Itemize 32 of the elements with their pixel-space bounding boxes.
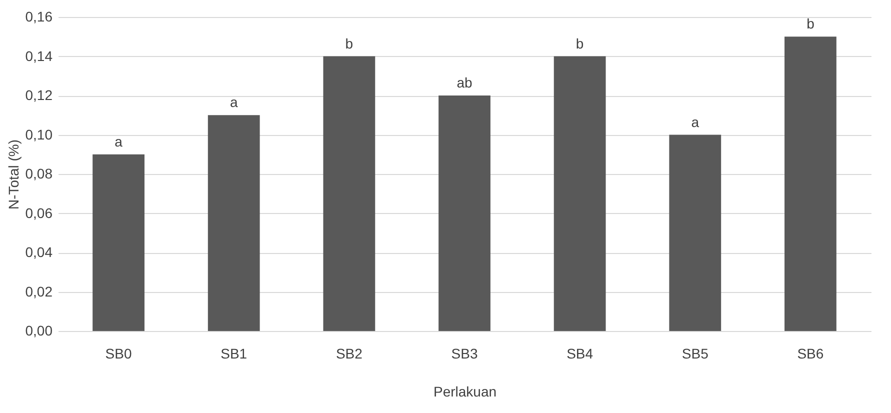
x-axis-title: Perlakuan xyxy=(433,384,497,400)
y-tick-label: 0,12 xyxy=(25,87,53,103)
x-tick-label: SB4 xyxy=(566,346,594,362)
x-tick-label: SB6 xyxy=(797,346,824,362)
x-tick-label: SB5 xyxy=(682,346,709,362)
y-tick-label: 0,10 xyxy=(25,126,53,142)
data-label: a xyxy=(691,114,700,130)
bar xyxy=(554,56,606,331)
x-tick-label: SB1 xyxy=(220,346,248,362)
bar xyxy=(208,115,260,331)
x-tick-label: SB0 xyxy=(105,346,132,362)
y-tick-label: 0,08 xyxy=(25,166,53,182)
x-tick-label: SB2 xyxy=(336,346,363,362)
data-label: b xyxy=(576,35,584,52)
data-label: a xyxy=(114,133,123,150)
bar xyxy=(438,96,490,331)
y-axis-title: N-Total (%) xyxy=(5,139,22,210)
y-tick-label: 0,02 xyxy=(25,283,53,300)
y-tick-label: 0,14 xyxy=(25,48,53,64)
y-tick-label: 0,04 xyxy=(25,244,53,260)
x-tick-label: SB3 xyxy=(451,346,478,362)
bar xyxy=(92,154,144,331)
bar xyxy=(784,36,836,331)
data-label: ab xyxy=(456,74,472,90)
y-tick-label: 0,00 xyxy=(25,322,53,338)
bar xyxy=(669,134,722,331)
data-label: b xyxy=(345,35,354,52)
data-label: b xyxy=(806,16,815,32)
y-tick-label: 0,06 xyxy=(25,204,53,221)
bar xyxy=(323,56,376,331)
data-label: a xyxy=(230,94,238,110)
y-tick-label: 0,16 xyxy=(25,8,53,24)
